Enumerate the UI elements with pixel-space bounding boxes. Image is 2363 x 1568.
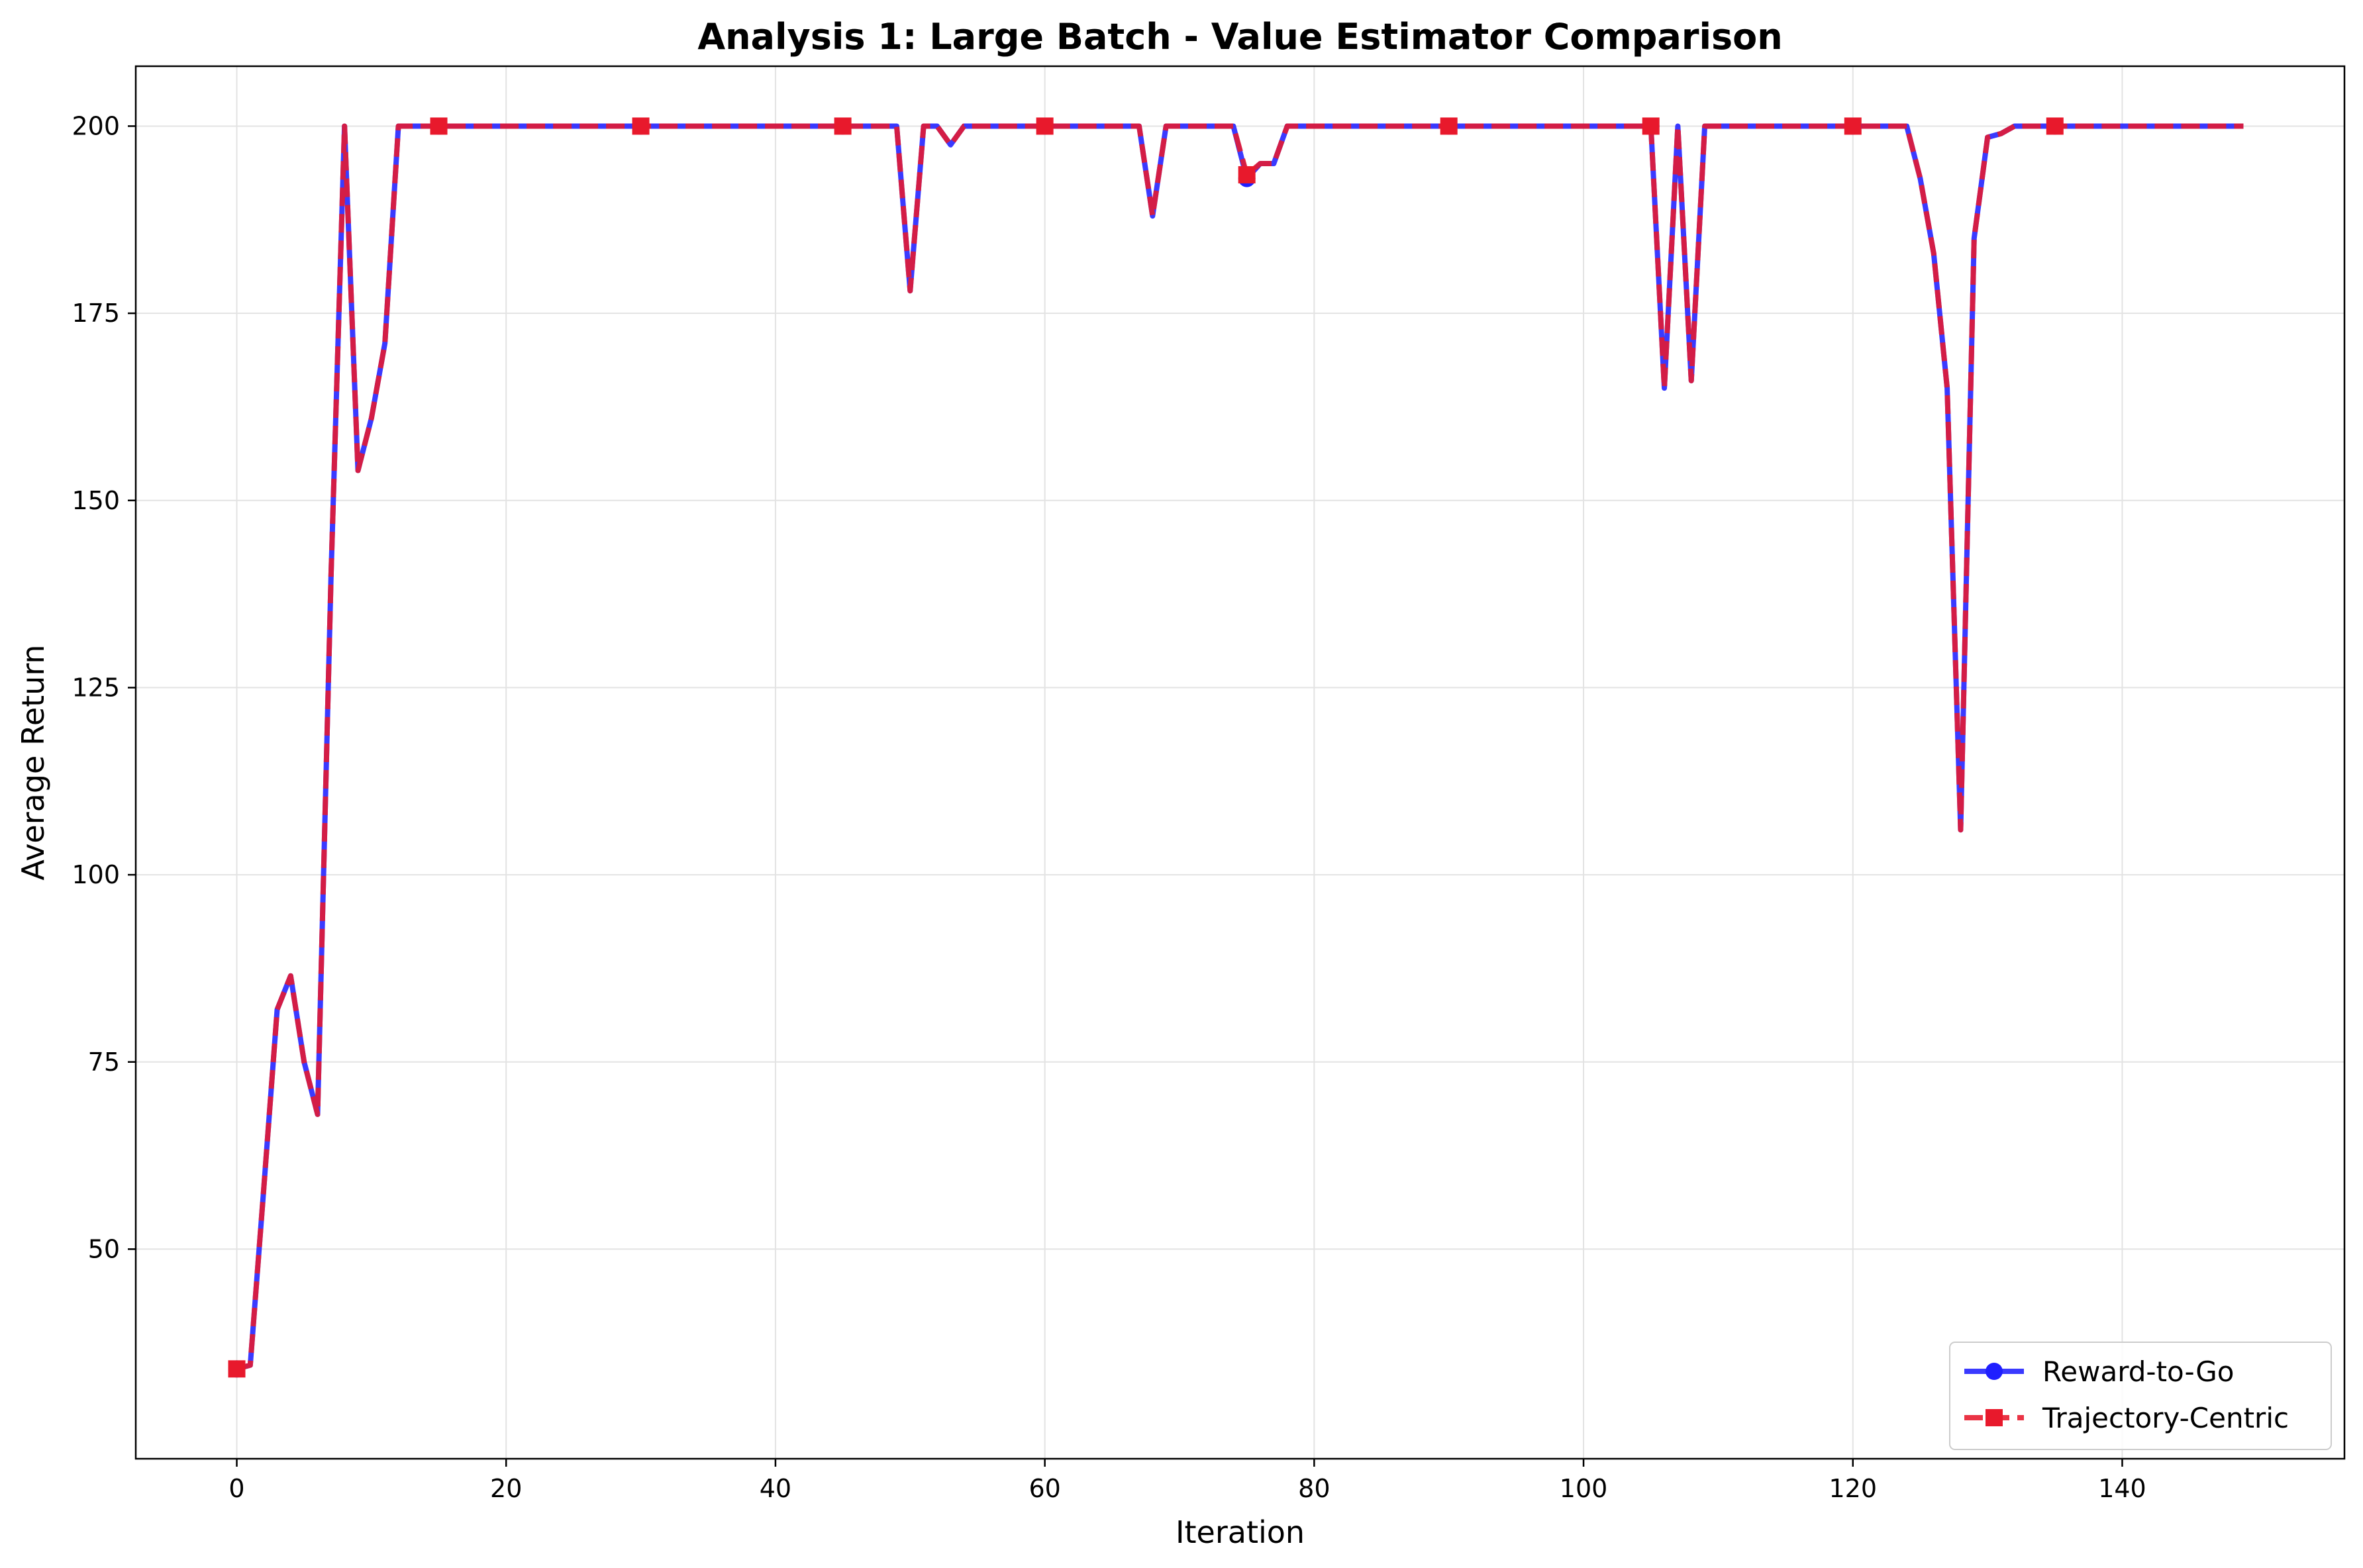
data-point	[2046, 117, 2064, 135]
x-tick-label: 100	[1560, 1474, 1608, 1503]
x-tick-label: 120	[1829, 1474, 1877, 1503]
legend-marker	[1986, 1363, 2003, 1380]
x-tick-label: 80	[1298, 1474, 1330, 1503]
series-layer	[228, 117, 2244, 1378]
data-point	[834, 117, 852, 135]
y-axis-label: Average Return	[15, 644, 51, 880]
x-axis-label: Iteration	[1176, 1514, 1305, 1550]
y-tick-label: 150	[72, 486, 120, 515]
y-tick-label: 100	[72, 860, 120, 889]
legend: Reward-to-Go Trajectory-Centric	[1949, 1342, 2332, 1450]
x-tick-label: 0	[228, 1474, 244, 1503]
legend-marker	[1986, 1409, 2003, 1426]
data-point	[1844, 117, 1862, 135]
legend-box	[1949, 1342, 2332, 1450]
plot-frame	[134, 65, 2346, 1460]
chart-title: Analysis 1: Large Batch - Value Estimato…	[697, 16, 1782, 58]
legend-label: Trajectory-Centric	[2042, 1402, 2289, 1434]
x-tick-label: 20	[490, 1474, 522, 1503]
y-tick-label: 125	[72, 673, 120, 702]
series-line-trajectory-centric	[236, 123, 2244, 1372]
x-tick-label: 140	[2098, 1474, 2146, 1503]
data-point	[228, 1360, 246, 1378]
x-axis: 0 20 40 60 80 100 120 140	[228, 1459, 2146, 1503]
grid	[136, 66, 2344, 1459]
y-tick-label: 200	[72, 111, 120, 140]
y-tick-label: 175	[72, 299, 120, 328]
y-axis: 50 75 100 125 150 175 200	[72, 111, 136, 1263]
y-tick-label: 50	[88, 1234, 120, 1263]
data-point	[430, 117, 448, 135]
x-tick-label: 60	[1029, 1474, 1060, 1503]
data-point	[1238, 166, 1256, 183]
data-point	[1036, 117, 1054, 135]
x-tick-label: 40	[760, 1474, 791, 1503]
data-point	[1642, 117, 1660, 135]
data-point	[632, 117, 650, 135]
data-point	[1440, 117, 1458, 135]
y-tick-label: 75	[88, 1048, 120, 1077]
legend-label: Reward-to-Go	[2042, 1355, 2234, 1388]
